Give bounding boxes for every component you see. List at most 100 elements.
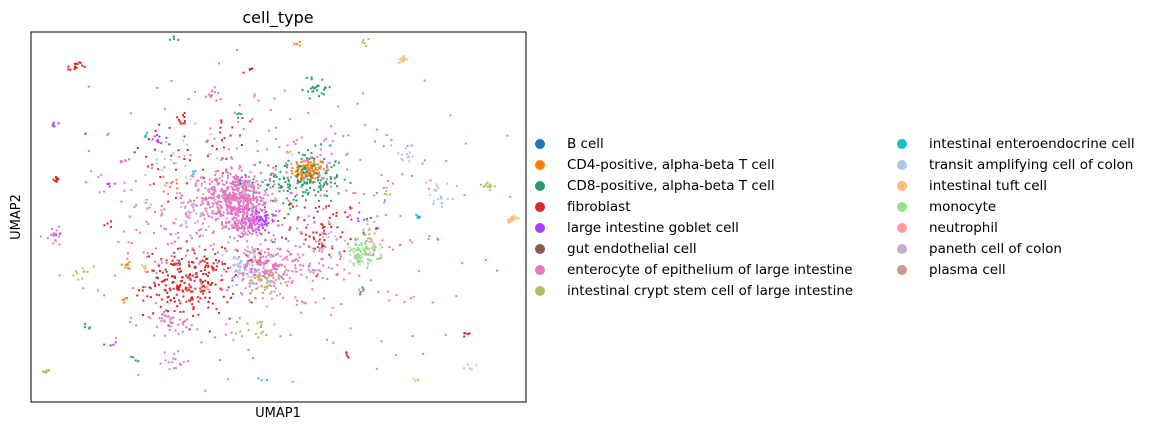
scatter-point	[237, 178, 240, 181]
scatter-point	[129, 321, 132, 323]
scatter-point	[240, 144, 243, 146]
scatter-point	[233, 275, 236, 278]
scatter-point	[273, 241, 276, 244]
scatter-point	[331, 245, 334, 248]
scatter-point	[259, 161, 262, 164]
legend-marker	[897, 201, 907, 212]
scatter-point	[242, 215, 245, 218]
scatter-point	[247, 254, 250, 257]
scatter-point	[221, 172, 224, 175]
scatter-point	[225, 249, 228, 252]
scatter-point	[242, 277, 245, 280]
scatter-point	[277, 277, 280, 280]
scatter-point	[152, 312, 155, 315]
scatter-point	[306, 181, 309, 184]
scatter-point	[397, 61, 400, 64]
scatter-point	[145, 220, 148, 223]
scatter-point	[395, 354, 398, 357]
scatter-point	[254, 228, 257, 231]
scatter-point	[52, 121, 55, 124]
scatter-point	[232, 197, 235, 200]
scatter-point	[294, 195, 297, 198]
scatter-point	[200, 185, 203, 187]
scatter-point	[135, 324, 138, 327]
scatter-point	[254, 220, 257, 223]
scatter-point	[204, 296, 207, 299]
scatter-point	[321, 177, 324, 180]
scatter-point	[133, 151, 136, 154]
scatter-point	[184, 164, 187, 167]
scatter-point	[363, 42, 366, 44]
scatter-point	[336, 226, 339, 229]
scatter-point	[318, 249, 321, 252]
scatter-point	[290, 176, 292, 179]
scatter-point	[278, 190, 281, 193]
scatter-point	[231, 224, 234, 227]
scatter-point	[234, 257, 237, 260]
scatter-point	[231, 276, 234, 279]
scatter-point	[464, 332, 467, 335]
scatter-point	[166, 296, 169, 299]
scatter-point	[303, 154, 306, 157]
scatter-point	[90, 170, 93, 173]
scatter-point	[140, 264, 143, 267]
scatter-point	[213, 179, 216, 182]
scatter-point	[194, 122, 197, 125]
scatter-point	[437, 186, 440, 189]
scatter-point	[50, 233, 53, 236]
scatter-point	[163, 208, 166, 211]
scatter-point	[235, 183, 238, 186]
scatter-point	[201, 199, 204, 202]
scatter-point	[265, 272, 268, 275]
scatter-point	[213, 199, 216, 202]
scatter-point	[163, 166, 166, 169]
scatter-point	[330, 314, 333, 317]
scatter-point	[166, 243, 169, 246]
scatter-point	[368, 227, 371, 230]
scatter-point	[167, 274, 169, 277]
scatter-point	[272, 266, 275, 269]
scatter-point	[269, 256, 272, 259]
scatter-point	[195, 180, 198, 183]
scatter-point	[258, 224, 261, 227]
scatter-point	[211, 186, 214, 189]
scatter-point	[237, 196, 240, 199]
scatter-point	[294, 270, 297, 273]
scatter-point	[230, 210, 233, 213]
scatter-point	[375, 257, 378, 260]
scatter-point	[212, 202, 215, 205]
scatter-point	[362, 39, 365, 42]
scatter-point	[287, 240, 290, 243]
scatter-point	[204, 287, 207, 290]
scatter-point	[192, 202, 195, 205]
scatter-point	[441, 201, 443, 204]
scatter-point	[294, 143, 297, 145]
scatter-point	[399, 61, 402, 64]
scatter-point	[300, 161, 303, 163]
scatter-point	[72, 274, 75, 277]
scatter-point	[370, 259, 373, 262]
scatter-point	[185, 274, 188, 277]
scatter-point	[147, 222, 150, 225]
scatter-point	[177, 332, 180, 335]
scatter-point	[220, 246, 223, 249]
scatter-point	[422, 352, 425, 355]
scatter-point	[188, 283, 191, 286]
scatter-point	[352, 262, 355, 265]
scatter-point	[220, 274, 223, 277]
scatter-point	[165, 228, 168, 231]
scatter-point	[277, 265, 280, 268]
scatter-point	[170, 158, 172, 161]
scatter-point	[84, 323, 86, 326]
scatter-point	[270, 280, 272, 283]
scatter-point	[187, 202, 189, 204]
scatter-point	[288, 183, 291, 186]
scatter-point	[416, 216, 419, 219]
scatter-point	[267, 269, 270, 272]
scatter-point	[268, 273, 271, 276]
scatter-point	[247, 207, 250, 210]
scatter-point	[307, 167, 310, 170]
scatter-point	[406, 144, 409, 147]
scatter-point	[212, 232, 215, 234]
legend-item: large intestine goblet cell	[535, 217, 853, 238]
